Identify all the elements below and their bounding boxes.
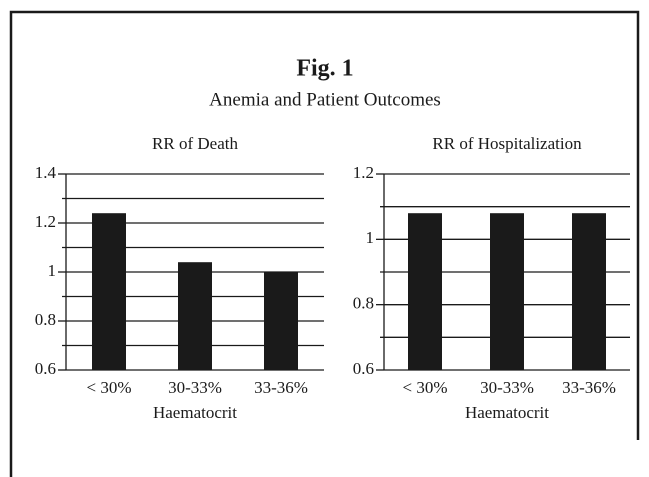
x-axis-label: Haematocrit: [153, 403, 237, 422]
x-tick-label: 30-33%: [480, 378, 534, 397]
x-tick-label: < 30%: [87, 378, 132, 397]
y-tick-label: 1.2: [353, 163, 374, 182]
bar: [178, 262, 212, 370]
bar: [490, 213, 524, 370]
x-tick-label: 33-36%: [254, 378, 308, 397]
figure-title: Fig. 1: [296, 56, 353, 82]
y-tick-label: 0.6: [353, 359, 374, 378]
y-tick-label: 0.8: [35, 310, 56, 329]
y-tick-label: 0.6: [35, 359, 56, 378]
y-tick-label: 1.4: [35, 163, 57, 182]
x-axis-label: Haematocrit: [465, 403, 549, 422]
bar: [408, 213, 442, 370]
y-tick-label: 1: [366, 228, 375, 247]
y-tick-label: 1.2: [35, 212, 56, 231]
y-tick-label: 1: [48, 261, 57, 280]
bar: [92, 213, 126, 370]
chart-title: RR of Death: [152, 134, 238, 153]
y-tick-label: 0.8: [353, 294, 374, 313]
x-tick-label: 30-33%: [168, 378, 222, 397]
x-tick-label: < 30%: [403, 378, 448, 397]
frame: [9, 10, 640, 477]
chart-title: RR of Hospitalization: [432, 134, 582, 153]
bar: [572, 213, 606, 370]
x-tick-label: 33-36%: [562, 378, 616, 397]
bar: [264, 272, 298, 370]
figure-subtitle: Anemia and Patient Outcomes: [209, 89, 441, 110]
